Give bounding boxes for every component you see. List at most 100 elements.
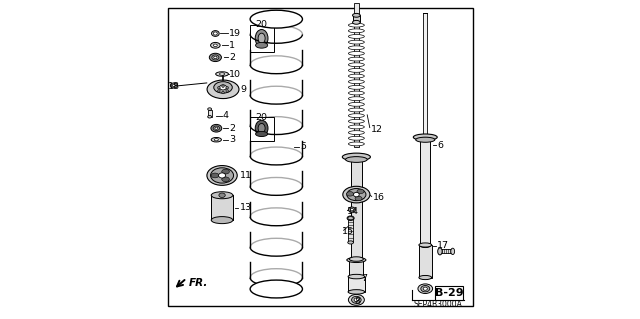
- Ellipse shape: [348, 207, 355, 212]
- Ellipse shape: [348, 40, 364, 44]
- Ellipse shape: [348, 34, 364, 38]
- Ellipse shape: [348, 290, 365, 294]
- Ellipse shape: [213, 126, 220, 130]
- Ellipse shape: [423, 287, 428, 290]
- Bar: [353, 15, 360, 22]
- Ellipse shape: [416, 137, 435, 142]
- Ellipse shape: [348, 51, 364, 55]
- Ellipse shape: [212, 31, 219, 36]
- Text: SEP4B3000A: SEP4B3000A: [413, 300, 463, 309]
- Ellipse shape: [348, 102, 364, 106]
- Text: 6: 6: [437, 141, 444, 150]
- Bar: [250, 25, 274, 52]
- Ellipse shape: [214, 82, 232, 93]
- Ellipse shape: [357, 189, 364, 194]
- Ellipse shape: [214, 138, 218, 141]
- Circle shape: [218, 86, 220, 89]
- Text: 20: 20: [255, 113, 267, 122]
- Text: 12: 12: [371, 125, 383, 134]
- Text: 19: 19: [229, 29, 241, 38]
- Text: 20: 20: [255, 20, 267, 29]
- Ellipse shape: [348, 119, 364, 123]
- Ellipse shape: [211, 137, 221, 142]
- Ellipse shape: [258, 33, 265, 43]
- Ellipse shape: [220, 73, 225, 75]
- Ellipse shape: [348, 217, 353, 220]
- Ellipse shape: [250, 280, 303, 298]
- Ellipse shape: [342, 153, 371, 161]
- Text: 7: 7: [361, 274, 367, 283]
- Ellipse shape: [351, 296, 361, 303]
- Bar: [354, 3, 359, 147]
- Circle shape: [221, 91, 224, 94]
- Ellipse shape: [211, 42, 220, 48]
- Ellipse shape: [348, 69, 364, 72]
- Ellipse shape: [221, 177, 229, 182]
- Text: 3: 3: [229, 135, 236, 144]
- Ellipse shape: [353, 192, 359, 197]
- Ellipse shape: [348, 294, 364, 305]
- Ellipse shape: [208, 108, 212, 110]
- Ellipse shape: [214, 44, 218, 47]
- Ellipse shape: [211, 173, 219, 178]
- Text: 15: 15: [342, 227, 355, 236]
- Ellipse shape: [350, 208, 353, 211]
- Bar: [348, 218, 353, 242]
- Text: B-29: B-29: [435, 288, 463, 298]
- Ellipse shape: [354, 298, 358, 302]
- Ellipse shape: [420, 244, 430, 248]
- Bar: [250, 117, 274, 141]
- Circle shape: [221, 85, 224, 87]
- Ellipse shape: [255, 131, 268, 137]
- Text: 9: 9: [240, 85, 246, 94]
- Text: 14: 14: [346, 207, 358, 216]
- Ellipse shape: [216, 72, 228, 76]
- Ellipse shape: [451, 248, 454, 255]
- Ellipse shape: [346, 157, 367, 162]
- Ellipse shape: [418, 284, 433, 293]
- Ellipse shape: [347, 189, 366, 201]
- Bar: [351, 160, 362, 260]
- Ellipse shape: [348, 46, 364, 50]
- Ellipse shape: [347, 257, 366, 263]
- Ellipse shape: [348, 74, 364, 78]
- Text: 11: 11: [239, 171, 252, 180]
- Text: 18: 18: [168, 82, 180, 91]
- Ellipse shape: [351, 157, 362, 162]
- Text: 1: 1: [229, 41, 235, 50]
- Ellipse shape: [348, 29, 364, 33]
- Ellipse shape: [438, 248, 442, 255]
- Ellipse shape: [214, 32, 218, 35]
- Ellipse shape: [218, 173, 225, 178]
- Ellipse shape: [211, 168, 234, 183]
- Bar: [211, 195, 233, 220]
- Ellipse shape: [353, 20, 360, 24]
- Text: FR.: FR.: [189, 278, 208, 288]
- Ellipse shape: [348, 142, 364, 146]
- Ellipse shape: [348, 23, 364, 27]
- Ellipse shape: [209, 53, 221, 62]
- Ellipse shape: [419, 243, 431, 247]
- Circle shape: [218, 90, 220, 92]
- Ellipse shape: [255, 42, 268, 48]
- Bar: [349, 259, 364, 278]
- Ellipse shape: [220, 85, 227, 90]
- Ellipse shape: [207, 166, 237, 185]
- Ellipse shape: [221, 169, 229, 174]
- Bar: [440, 249, 452, 253]
- Circle shape: [226, 86, 228, 89]
- Ellipse shape: [348, 131, 364, 135]
- Text: 8: 8: [355, 297, 360, 306]
- Bar: [348, 277, 365, 292]
- Ellipse shape: [214, 56, 217, 59]
- Ellipse shape: [255, 29, 268, 47]
- Ellipse shape: [215, 127, 218, 130]
- Bar: [423, 13, 427, 137]
- Ellipse shape: [211, 217, 233, 224]
- Bar: [420, 140, 430, 246]
- Ellipse shape: [172, 84, 175, 87]
- Ellipse shape: [211, 192, 233, 199]
- Ellipse shape: [207, 80, 239, 99]
- Ellipse shape: [219, 193, 225, 197]
- Circle shape: [226, 90, 228, 92]
